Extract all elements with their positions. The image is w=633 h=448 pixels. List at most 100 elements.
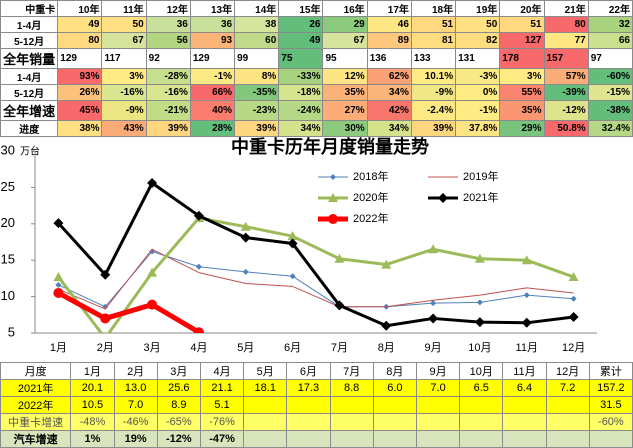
marker: [328, 214, 338, 224]
x-tick-label: 1月: [50, 342, 67, 354]
table-cell: -1%: [189, 68, 236, 85]
table-row: 1-4月 49 50 36 36 38 26 29 46 51 50 51 80 32: [0, 16, 633, 33]
chart-title: 中重卡历年月度销量走势: [231, 136, 429, 157]
table-cell: 36: [145, 16, 191, 33]
table-cell: [329, 430, 374, 448]
marker: [287, 231, 298, 241]
table-cell: 29: [322, 16, 368, 33]
table-cell: 49: [278, 32, 324, 49]
table-cell: 93: [189, 32, 236, 49]
table-cell: -1%: [455, 100, 501, 121]
table-cell: 80: [543, 16, 589, 33]
table-cell: [415, 413, 461, 431]
series-line: [57, 290, 201, 333]
table-cell: [286, 413, 331, 431]
table-cell: 81: [410, 32, 457, 49]
marker: [523, 292, 530, 299]
table-cell: 27%: [322, 100, 368, 121]
table-cell: 89: [366, 32, 412, 49]
header-cell: 12月: [545, 362, 590, 380]
row-label: 中重卡增速: [0, 413, 72, 431]
table-cell: 93%: [57, 68, 103, 85]
marker: [193, 210, 204, 221]
legend-label: 2018年: [353, 169, 388, 183]
header-row: 中重卡 10年 11年 12年 13年 14年 15年 16年 17年 18年 19年 20年 21年 2…: [0, 0, 633, 17]
marker: [289, 273, 296, 280]
table-cell: 10.5: [70, 396, 115, 414]
y-tick-label: 15: [1, 252, 15, 267]
table-cell: 38: [234, 16, 280, 33]
table-cell: 12%: [322, 68, 368, 85]
table-cell: -47%: [199, 430, 245, 448]
y-tick-label: 10: [1, 288, 15, 303]
marker: [568, 271, 579, 281]
table-cell: -76%: [199, 413, 245, 431]
table-cell: 18.1: [243, 379, 288, 397]
header-cell: 2月: [113, 362, 158, 380]
table-cell: -35%: [234, 84, 280, 101]
table-cell: [545, 430, 590, 448]
marker: [53, 287, 64, 298]
table-cell: 7.0: [415, 379, 461, 397]
table-cell: 43%: [101, 120, 147, 137]
table-cell: 55%: [499, 84, 545, 101]
table-cell: -28%: [145, 68, 191, 85]
table-cell: 40%: [189, 100, 236, 121]
marker: [474, 317, 485, 328]
marker: [438, 193, 448, 203]
marker: [521, 255, 532, 265]
row-label: 1-4月: [0, 16, 59, 33]
legend-label: 2022年: [353, 211, 388, 225]
header-cell: 22年: [587, 0, 633, 17]
table-cell: 35%: [499, 100, 545, 121]
y-tick-label: 30: [1, 142, 15, 157]
row-label: 2022年: [0, 396, 72, 414]
table-cell: 67: [101, 32, 147, 49]
header-cell: 8月: [372, 362, 417, 380]
table-cell: 3%: [499, 68, 545, 85]
table-cell: -33%: [278, 68, 324, 85]
table-cell: -9%: [101, 100, 147, 121]
table-cell: 29%: [499, 120, 545, 137]
table-cell: 97: [587, 48, 633, 69]
marker: [240, 221, 251, 231]
table-cell: -38%: [587, 100, 633, 121]
table-cell: [459, 430, 504, 448]
header-cell: 9月: [415, 362, 461, 380]
table-cell: 30%: [322, 120, 368, 137]
table-cell: [329, 413, 374, 431]
x-tick-label: 4月: [190, 342, 207, 354]
table-cell: 19%: [113, 430, 158, 448]
table-cell: [243, 430, 288, 448]
marker: [334, 300, 345, 311]
marker: [381, 259, 392, 269]
table-row: 全年增速 45% -9% -21% 40% -23% -24% 27% 42% -2.4% -1% 3…: [0, 100, 633, 121]
table-cell: [243, 413, 288, 431]
marker: [195, 263, 202, 270]
table-row: 1-4月 93% 3% -28% -1% 8% -33% 12% 62% 10.1% -3% 3% 57…: [0, 68, 633, 85]
table-cell: -16%: [101, 84, 147, 101]
table-cell: [502, 413, 547, 431]
chart: 中重卡历年月度销量走势 万台 5 10 15 20 25 30 1月 2月 3月 4月 5月 6月 7月…: [1, 136, 597, 354]
table-cell: [588, 430, 633, 448]
marker: [428, 313, 439, 324]
table-cell: 37.8%: [455, 120, 501, 137]
header-cell: 17年: [366, 0, 412, 17]
y-tick-label: 25: [1, 179, 15, 194]
header-cell: 16年: [322, 0, 368, 17]
row-label: 全年增速: [0, 100, 59, 121]
header-cell: 6月: [286, 362, 331, 380]
header-cell: 11年: [101, 0, 147, 17]
header-cell: 21年: [543, 0, 589, 17]
table-row: 5-12月 26% -16% -16% 66% -35% -18% 35% 34% -9% 0% 55…: [0, 84, 633, 101]
table-cell: 77: [543, 32, 589, 49]
marker: [53, 271, 64, 281]
table-cell: [415, 396, 461, 414]
top-table: 中重卡 10年 11年 12年 13年 14年 15年 16年 17年 18年 19年 20年 21年 2…: [0, 0, 633, 137]
table-cell: 75: [278, 48, 324, 69]
marker: [100, 333, 110, 342]
table-cell: 66%: [189, 84, 236, 101]
row-label: 5-12月: [0, 32, 59, 49]
table-cell: 3%: [101, 68, 147, 85]
marker: [240, 232, 251, 243]
